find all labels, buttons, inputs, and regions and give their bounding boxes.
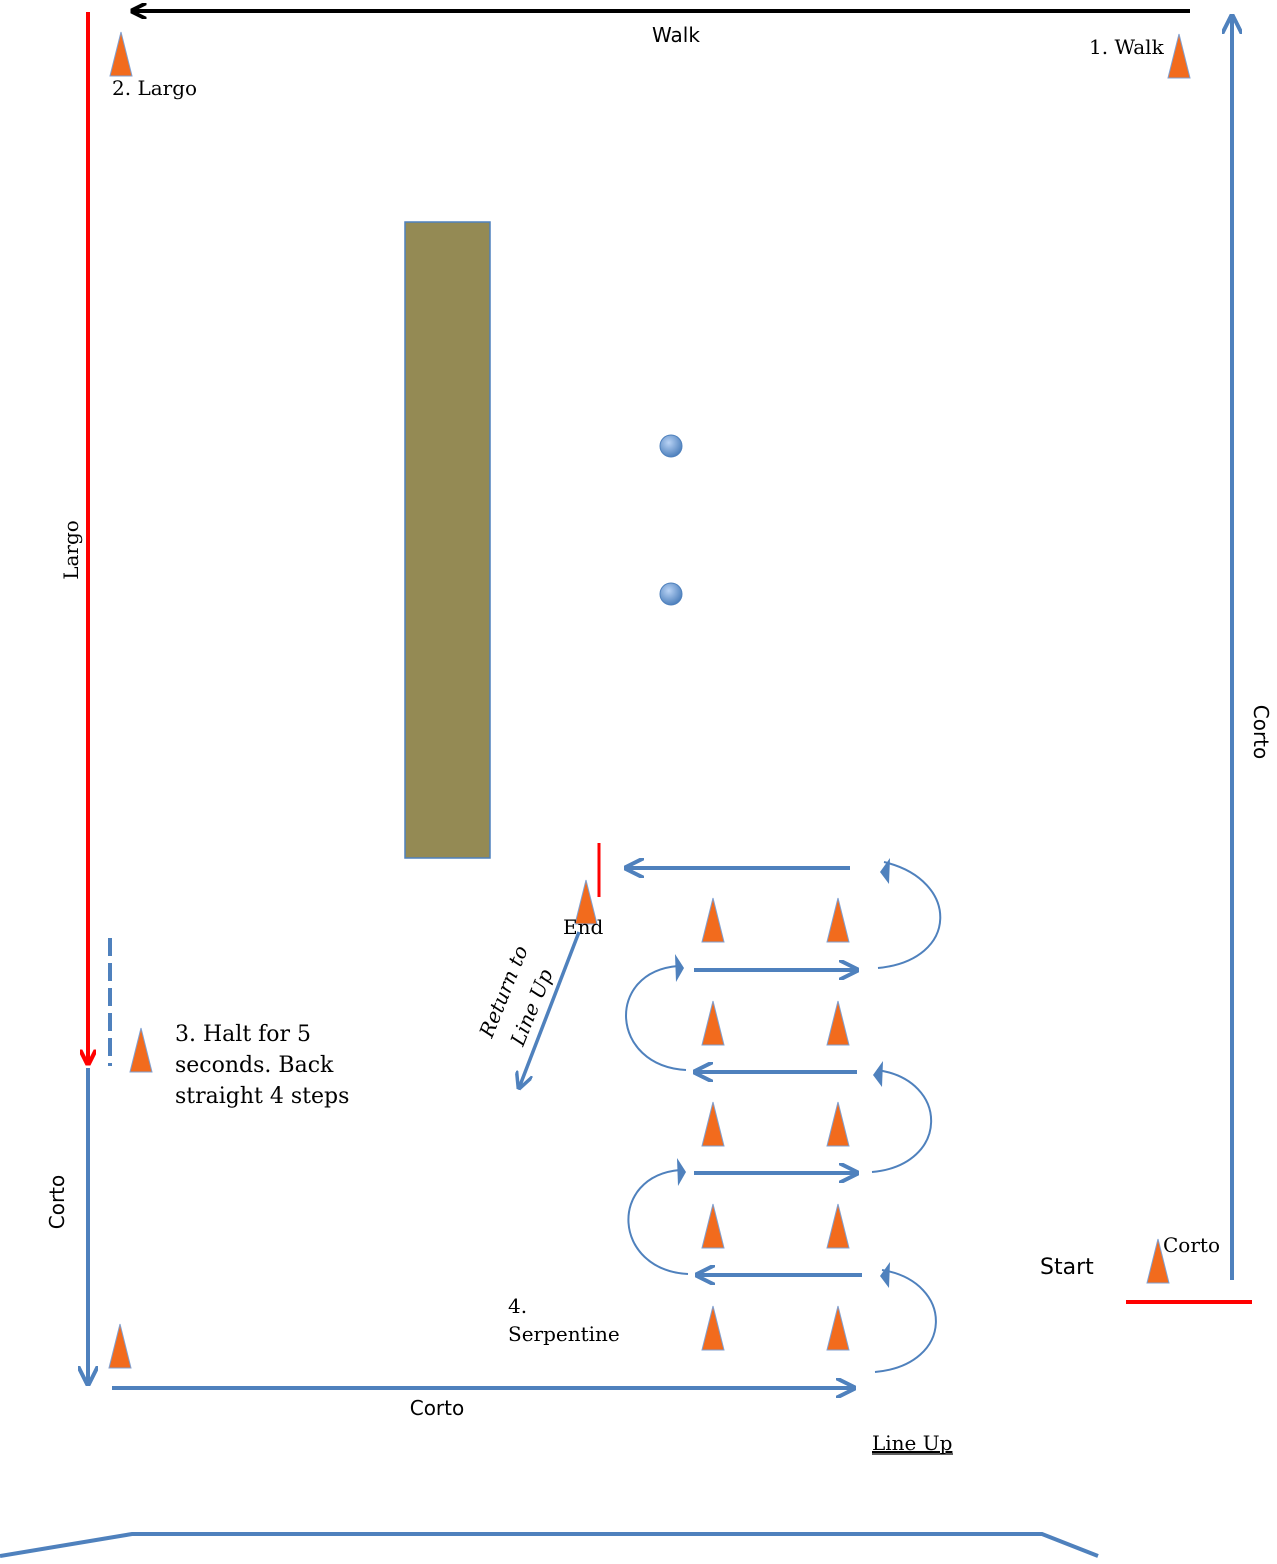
bottom-rail [0,1532,1099,1558]
serpentine-cone [826,1101,850,1147]
walk-label: Walk [652,23,700,47]
serpentine-turn-right-2-head [873,1061,883,1087]
serpentine-turn-left-1 [625,965,687,1071]
step4-label-line1: 4. [508,1294,527,1318]
start-corto-label: Corto [1163,1233,1220,1257]
serpentine-cone [701,1101,725,1147]
end-label: End [563,915,603,939]
step3-label-line3: straight 4 steps [175,1084,349,1109]
serpentine-turn-left-1-head [675,954,684,982]
serpentine-turn-left-2-head [677,1158,686,1186]
barrel-bottom [659,582,683,606]
line-up-label: Line Up [872,1431,952,1455]
bottom-corto-label: Corto [410,1396,465,1420]
return-arrow [519,931,581,1088]
cone-bottom-left [108,1323,132,1369]
serpentine-turn-right-2 [871,1069,933,1173]
serpentine-turn-left-2 [627,1169,689,1275]
cone-step3 [129,1027,153,1073]
step3-label-line1: 3. Halt for 5 [175,1022,311,1047]
serpentine-turn-right-1-head [880,858,890,884]
serpentine-cone [701,1000,725,1046]
cone-step1 [1167,33,1191,79]
step1-label: 1. Walk [1089,35,1165,59]
serpentine-cone [701,1305,725,1351]
barrel-top [659,434,683,458]
serpentine-cone [826,1305,850,1351]
serpentine-cone [826,1203,850,1249]
serpentine-turn-right-3-head [880,1262,890,1288]
serpentine-cone [701,1203,725,1249]
serpentine-cone [826,1000,850,1046]
serpentine-cone [701,897,725,943]
step3-label-line2: seconds. Back [175,1053,334,1078]
start-label: Start [1040,1255,1094,1280]
cone-step2 [109,31,133,77]
serpentine-turn-right-1 [877,861,942,969]
serpentine-turn-right-3 [874,1269,937,1373]
largo-side-label: Largo [59,520,83,580]
obstacle-rectangle [404,221,491,859]
right-corto-label: Corto [1249,705,1273,760]
left-corto-label: Corto [45,1175,69,1230]
serpentine-cone [826,897,850,943]
step4-label-line2: Serpentine [508,1322,620,1346]
step2-label: 2. Largo [112,76,197,100]
